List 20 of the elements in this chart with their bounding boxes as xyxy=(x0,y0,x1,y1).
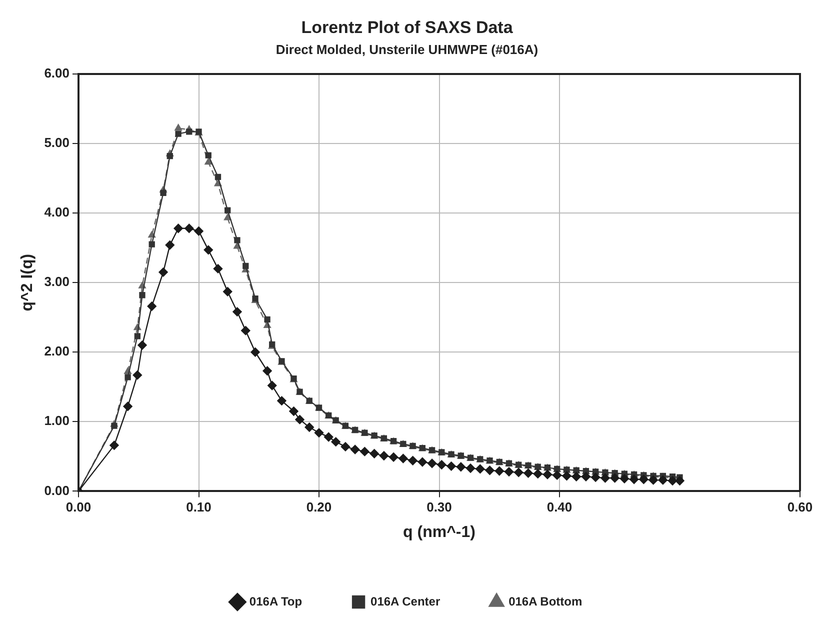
x-tick-label: 0.40 xyxy=(546,500,572,515)
x-tick-label: 0.20 xyxy=(306,500,332,515)
y-tick-label: 5.00 xyxy=(44,135,70,150)
y-tick-label: 4.00 xyxy=(44,204,70,220)
chart-subtitle: Direct Molded, Unsterile UHMWPE (#016A) xyxy=(276,42,538,57)
x-tick-label: 0.30 xyxy=(426,500,452,515)
x-tick-label: 0.60 xyxy=(787,500,813,515)
y-tick-label: 0.00 xyxy=(44,482,70,498)
legend-label: 016A Center xyxy=(370,594,440,608)
y-axis-title: q^2 I(q) xyxy=(19,254,36,312)
y-tick-label: 3.00 xyxy=(44,274,70,290)
legend-label: 016A Top xyxy=(249,594,302,608)
x-tick-label: 0.10 xyxy=(186,500,212,515)
y-tick-label: 6.00 xyxy=(44,66,70,81)
chart-title: Lorentz Plot of SAXS Data xyxy=(301,18,514,37)
y-tick-label: 1.00 xyxy=(44,413,70,428)
y-tick-label: 2.00 xyxy=(44,344,70,359)
x-axis-title: q (nm^-1) xyxy=(403,524,476,541)
x-tick-label: 0.00 xyxy=(66,500,92,515)
legend-label: 016A Bottom xyxy=(508,594,582,608)
